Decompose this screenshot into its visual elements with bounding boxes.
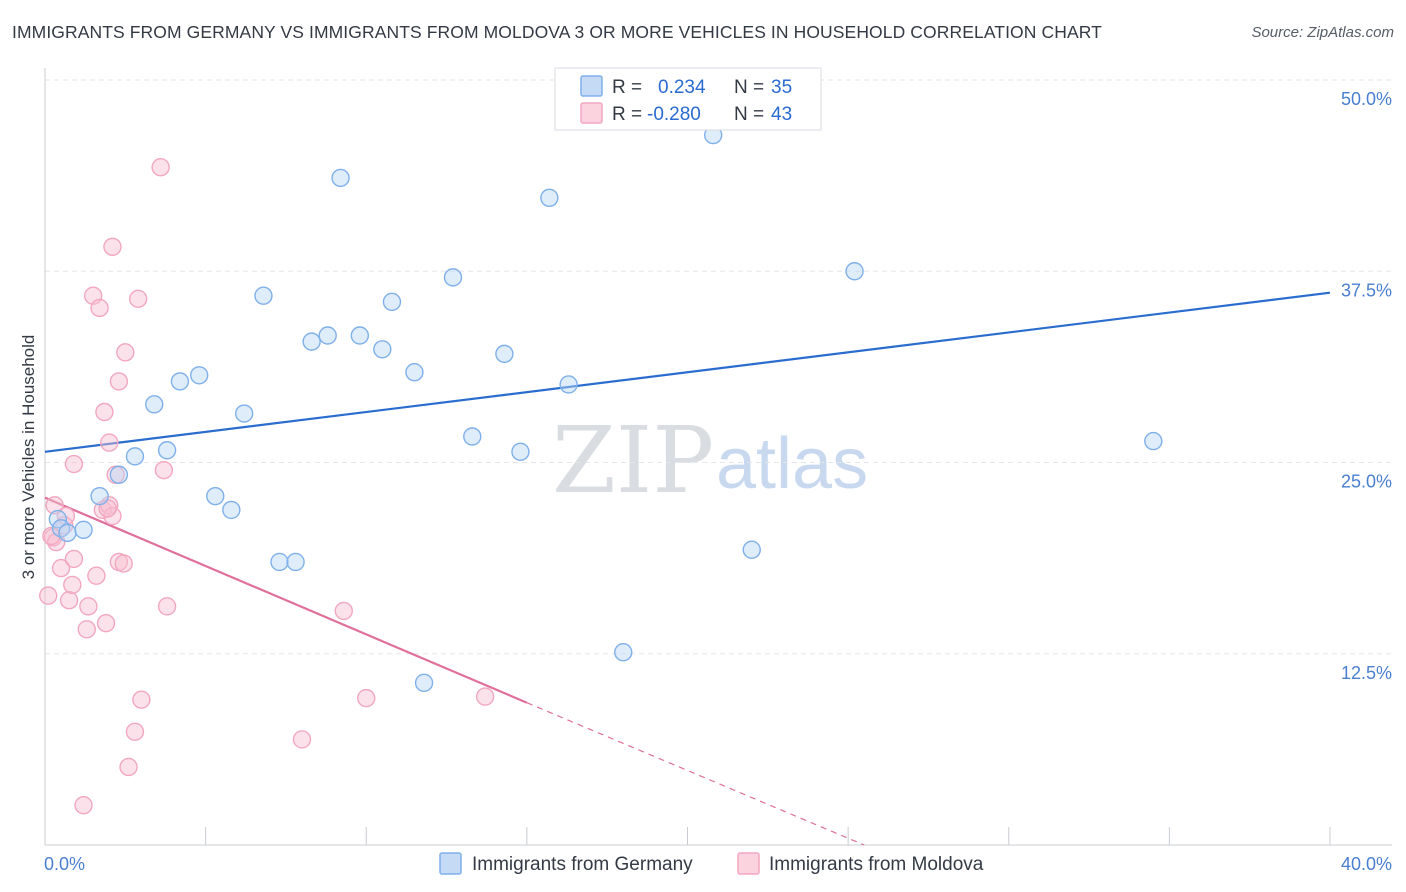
source-credit: Source: ZipAtlas.com bbox=[1251, 24, 1394, 41]
moldova-point bbox=[125, 722, 145, 741]
y-tick-label: 25.0% bbox=[1341, 472, 1392, 492]
germany-point bbox=[405, 363, 424, 382]
legend-r-label-moldova: R = bbox=[612, 104, 642, 125]
moldova-point bbox=[103, 237, 122, 256]
moldova-point bbox=[114, 554, 133, 573]
germany-point bbox=[540, 188, 559, 208]
series-legend: Immigrants from Germany Immigrants from … bbox=[439, 852, 984, 875]
legend-n-value-moldova: 43 bbox=[771, 104, 792, 125]
trend-line-moldova-extrapolated bbox=[526, 702, 865, 846]
moldova-point bbox=[51, 558, 71, 578]
germany-point bbox=[90, 486, 109, 506]
germany-point bbox=[145, 395, 164, 414]
germany-point bbox=[373, 340, 392, 359]
moldova-point bbox=[74, 796, 93, 815]
germany-point bbox=[58, 523, 77, 543]
x-tick-label: 0.0% bbox=[44, 854, 85, 874]
germany-point bbox=[206, 486, 225, 506]
germany-point bbox=[318, 326, 337, 345]
moldova-point bbox=[292, 730, 312, 749]
moldova-point bbox=[119, 757, 138, 777]
bottom-legend-swatch-germany bbox=[439, 852, 462, 875]
moldova-point bbox=[334, 601, 353, 621]
moldova-point bbox=[128, 289, 148, 308]
germany-point bbox=[511, 442, 530, 461]
axis-layer: 12.5% 25.0% 37.5% 50.0% 0.0% 40.0% bbox=[44, 68, 1392, 874]
germany-point bbox=[270, 552, 289, 572]
germany-point bbox=[74, 520, 93, 540]
moldova-point bbox=[45, 496, 64, 515]
moldova-point bbox=[100, 496, 119, 515]
correlation-legend: R = 0.234 N = 35 R = -0.280 N = 43 bbox=[554, 67, 822, 131]
chart-title: IMMIGRANTS FROM GERMANY VS IMMIGRANTS FR… bbox=[12, 22, 1102, 42]
watermark-atlas: atlas bbox=[716, 424, 868, 504]
germany-point bbox=[109, 465, 129, 484]
legend-r-value-germany: 0.234 bbox=[658, 77, 706, 98]
moldova-point bbox=[39, 586, 58, 605]
legend-n-label-moldova: N = bbox=[734, 104, 764, 125]
y-tick-label: 37.5% bbox=[1341, 280, 1392, 300]
germany-point bbox=[382, 292, 402, 312]
trend-layer bbox=[44, 291, 1331, 846]
germany-point bbox=[845, 262, 864, 281]
germany-point bbox=[302, 332, 321, 351]
germany-point bbox=[222, 500, 241, 520]
germany-point bbox=[559, 375, 578, 394]
y-tick-label: 50.0% bbox=[1341, 89, 1392, 109]
germany-point bbox=[414, 673, 434, 693]
legend-r-value-moldova: -0.280 bbox=[647, 104, 701, 125]
bottom-legend-swatch-moldova bbox=[737, 852, 760, 875]
grid-layer bbox=[45, 79, 1392, 655]
moldova-point bbox=[63, 575, 82, 595]
moldova-point bbox=[157, 597, 177, 616]
legend-swatch-germany bbox=[580, 75, 603, 97]
moldova-point bbox=[90, 298, 109, 318]
germany-point bbox=[234, 404, 254, 423]
y-axis-title: 3 or more Vehicles in Household bbox=[19, 335, 38, 580]
germany-point bbox=[1144, 431, 1163, 451]
germany-point bbox=[125, 447, 145, 466]
moldova-point bbox=[132, 690, 151, 709]
moldova-point bbox=[77, 620, 96, 639]
germany-point bbox=[495, 344, 514, 364]
moldova-point bbox=[64, 454, 84, 474]
moldova-point bbox=[475, 687, 495, 706]
x-tick-label: 40.0% bbox=[1341, 854, 1392, 874]
germany-point bbox=[331, 168, 350, 188]
legend-r-label-germany: R = bbox=[612, 77, 642, 98]
bottom-legend-label-moldova: Immigrants from Moldova bbox=[769, 854, 984, 875]
germany-point bbox=[463, 427, 482, 446]
moldova-point bbox=[116, 343, 135, 362]
germany-point bbox=[614, 643, 633, 662]
moldova-point bbox=[154, 460, 174, 480]
moldova-point bbox=[59, 591, 79, 610]
bottom-legend-label-germany: Immigrants from Germany bbox=[472, 854, 693, 875]
moldova-point bbox=[64, 549, 84, 569]
moldova-point bbox=[151, 158, 170, 177]
moldova-point bbox=[100, 433, 119, 452]
germany-point bbox=[170, 372, 190, 391]
legend-swatch-moldova bbox=[580, 102, 603, 124]
germany-point bbox=[157, 441, 177, 460]
point-layer bbox=[39, 125, 1163, 815]
y-tick-label: 12.5% bbox=[1341, 663, 1392, 683]
germany-point bbox=[443, 268, 463, 287]
germany-point bbox=[350, 326, 370, 345]
trend-line-moldova bbox=[44, 496, 528, 704]
germany-point bbox=[742, 540, 761, 559]
moldova-point bbox=[95, 402, 114, 422]
moldova-point bbox=[79, 597, 98, 616]
moldova-point bbox=[96, 613, 116, 633]
legend-n-label-germany: N = bbox=[734, 77, 764, 98]
watermark-zip: ZIP bbox=[552, 407, 714, 514]
legend-n-value-germany: 35 bbox=[771, 77, 792, 98]
germany-point bbox=[286, 552, 305, 572]
germany-point bbox=[189, 366, 209, 385]
trend-line-germany bbox=[44, 291, 1331, 453]
moldova-point bbox=[109, 372, 129, 391]
moldova-point bbox=[357, 688, 376, 708]
moldova-point bbox=[87, 566, 106, 585]
germany-point bbox=[254, 286, 273, 305]
